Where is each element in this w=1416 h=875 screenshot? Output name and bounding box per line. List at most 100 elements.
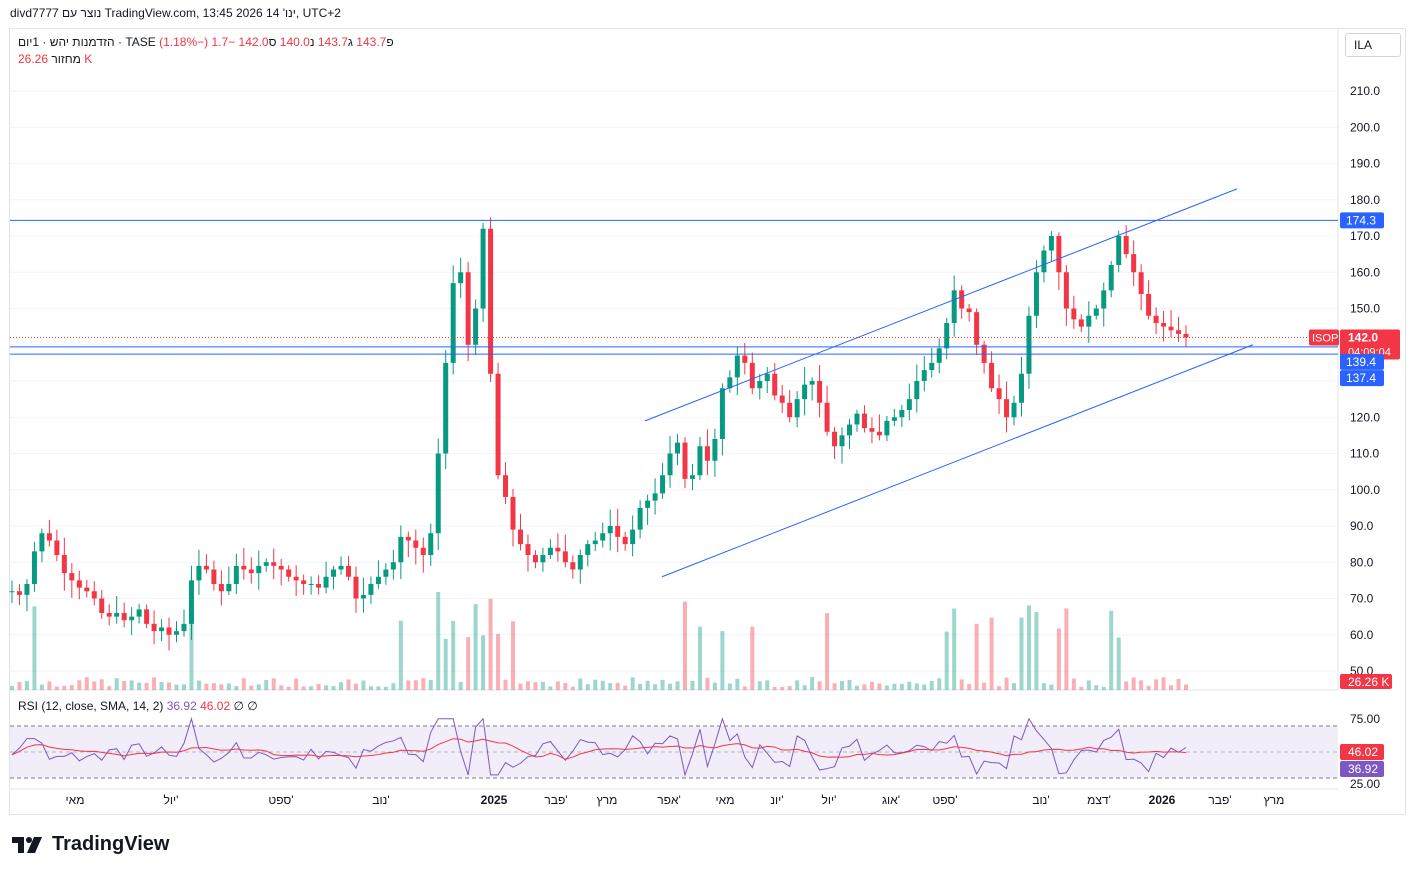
volume-bar	[1117, 638, 1121, 690]
candle-body	[1026, 316, 1031, 374]
volume-bar	[788, 686, 792, 690]
candle-body	[675, 443, 680, 454]
volume-bar	[892, 684, 896, 690]
candle-body	[750, 363, 755, 388]
volume-bar	[182, 684, 186, 690]
candle-body	[1131, 254, 1136, 272]
time-tick-label: אוג'	[882, 793, 900, 807]
time-tick-label: נוב'	[372, 793, 389, 807]
ticker-tag: ISOP	[1312, 333, 1338, 345]
candle-body	[884, 421, 889, 436]
volume-bar	[885, 686, 889, 690]
time-tick-label: 2026	[1149, 793, 1176, 807]
volume-bar	[309, 686, 313, 690]
volume-bar	[608, 683, 612, 690]
last-price-tag: 142.0	[1348, 331, 1378, 345]
brand-text: TradingView	[52, 833, 169, 856]
candle-body	[159, 628, 164, 632]
candle-body	[271, 562, 276, 566]
volume-bar	[406, 680, 410, 690]
time-tick-label: פבר'	[1208, 793, 1231, 807]
candle-body	[1161, 323, 1166, 327]
candle-body	[780, 396, 785, 403]
volume-bar	[1102, 687, 1106, 690]
price-tick-label: 190.0	[1350, 157, 1380, 171]
volume-bar	[1049, 685, 1053, 690]
candle-body	[944, 323, 949, 348]
candle-body	[1004, 399, 1009, 417]
volume-bar	[1027, 606, 1031, 690]
volume-bar	[975, 624, 979, 690]
candle-body	[817, 381, 822, 403]
volume-bar	[1072, 679, 1076, 690]
candle-body	[99, 599, 104, 614]
candle-body	[1041, 251, 1046, 273]
level-label-2: 139.4	[1346, 355, 1376, 369]
volume-bar	[376, 686, 380, 690]
candle-body	[563, 551, 568, 562]
volume-bar	[990, 618, 994, 690]
candle-body	[877, 432, 882, 436]
volume-bar	[713, 683, 717, 690]
price-tick-label: 170.0	[1350, 229, 1380, 243]
volume-bar	[100, 679, 104, 690]
volume-bar	[302, 686, 306, 690]
volume-bar	[32, 606, 36, 690]
volume-bar	[937, 678, 941, 690]
candle-body	[331, 570, 336, 577]
volume-bar	[780, 687, 784, 690]
candle-body	[24, 584, 29, 595]
volume-bar	[870, 682, 874, 690]
time-tick-label: 2025	[481, 793, 508, 807]
candle-body	[226, 584, 231, 591]
candle-body	[316, 584, 321, 588]
candle-body	[899, 410, 904, 417]
volume-bar	[189, 591, 193, 690]
candle-body	[144, 609, 149, 624]
candle-body	[294, 577, 299, 581]
candle-body	[690, 475, 695, 479]
price-tick-label: 120.0	[1350, 410, 1380, 424]
candle-body	[668, 454, 673, 476]
time-tick-label: יונ'	[770, 793, 783, 807]
candle-body	[62, 555, 67, 573]
volume-bar	[145, 683, 149, 690]
volume-bar	[451, 621, 455, 690]
volume-bar	[1132, 678, 1136, 690]
candle-body	[802, 385, 807, 400]
candle-body	[69, 573, 74, 580]
candle-body	[211, 570, 216, 585]
candle-body	[301, 580, 306, 584]
candle-body	[1079, 319, 1084, 326]
volume-bar	[653, 684, 657, 690]
time-tick-label: מאי	[716, 793, 735, 807]
candle-body	[772, 374, 777, 396]
volume-bar	[922, 684, 926, 690]
candle-body	[570, 562, 575, 569]
volume-bar	[279, 685, 283, 690]
volume-bar	[945, 632, 949, 690]
volume-bar	[728, 683, 732, 690]
candle-body	[578, 555, 583, 570]
candle-body	[152, 624, 157, 631]
candle-body	[122, 613, 127, 620]
candle-body	[196, 566, 201, 581]
tradingview-logo[interactable]: TradingView	[12, 833, 169, 856]
volume-bar	[167, 682, 171, 690]
volume-bar	[152, 677, 156, 690]
candle-body	[10, 591, 15, 592]
volume-bar	[825, 613, 829, 690]
candle-body	[832, 432, 837, 447]
candle-body	[593, 541, 598, 545]
candle-body	[525, 544, 530, 555]
candle-body	[697, 446, 702, 475]
price-tick-label: 180.0	[1350, 193, 1380, 207]
volume-bar	[1177, 679, 1181, 690]
volume-bar	[107, 686, 111, 690]
price-tick-label: 100.0	[1350, 483, 1380, 497]
candle-body	[869, 428, 874, 432]
candle-body	[952, 290, 957, 323]
candle-body	[1154, 316, 1159, 323]
volume-bar	[227, 683, 231, 690]
